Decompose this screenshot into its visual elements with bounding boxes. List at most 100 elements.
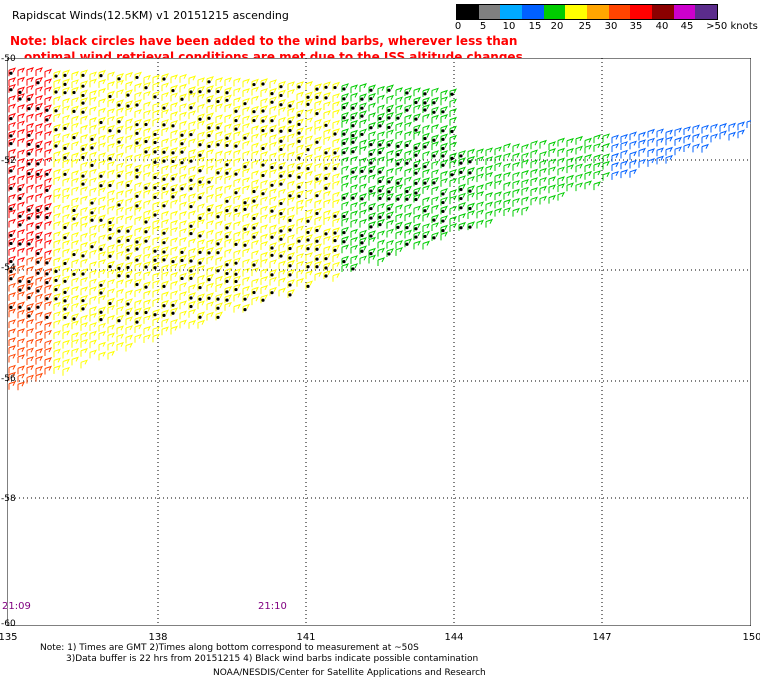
wind-barb (161, 271, 169, 281)
wind-barb (278, 197, 286, 207)
wind-barb (206, 282, 214, 292)
contamination-circle (9, 169, 13, 173)
wind-barb (179, 165, 187, 175)
wind-barb (116, 107, 124, 117)
wind-barb (53, 283, 61, 293)
wind-barb (197, 176, 205, 185)
contamination-circle (405, 242, 409, 246)
contamination-circle (36, 251, 40, 256)
contamination-circle (126, 256, 130, 260)
wind-barb (44, 184, 52, 194)
wind-barb (152, 225, 160, 235)
contamination-circle (315, 239, 319, 243)
wind-barb (413, 231, 421, 241)
wind-barb (44, 202, 52, 212)
wind-barb (485, 156, 493, 166)
wind-barb (350, 102, 358, 112)
contamination-circle (261, 82, 265, 86)
contamination-circle (279, 229, 283, 233)
wind-barb (332, 191, 340, 201)
wind-barb (224, 275, 232, 285)
wind-barb (404, 221, 412, 231)
wind-barb (314, 224, 322, 234)
wind-barb (341, 118, 349, 128)
wind-barb (431, 123, 439, 133)
wind-barb (305, 226, 313, 236)
wind-barb (269, 286, 277, 296)
contamination-circle (18, 223, 22, 227)
wind-barb (8, 203, 16, 213)
wind-barb (179, 319, 187, 329)
wind-barb (89, 286, 97, 296)
wind-barb (152, 109, 160, 119)
wind-barb (233, 220, 241, 230)
contamination-circle (198, 153, 202, 157)
wind-barb (332, 81, 340, 91)
wind-barb (674, 127, 682, 137)
wind-barb (143, 306, 151, 316)
wind-barb (530, 140, 538, 150)
wind-barb (350, 202, 358, 211)
wind-barb (359, 201, 367, 211)
wind-barb (107, 81, 115, 90)
wind-barb (125, 71, 133, 81)
contamination-circle (36, 144, 40, 148)
wind-barb (143, 74, 151, 84)
wind-barb (17, 247, 25, 257)
wind-barb (17, 210, 25, 220)
wind-barb (44, 68, 52, 78)
contamination-circle (180, 161, 184, 165)
wind-barb (197, 131, 205, 141)
wind-barb (26, 138, 34, 148)
contamination-circle (189, 276, 193, 280)
contamination-circle (360, 132, 364, 137)
wind-barb (80, 232, 88, 242)
wind-barb (224, 294, 232, 304)
wind-barb (17, 256, 25, 266)
wind-barb (260, 294, 268, 304)
wind-barb (134, 127, 142, 137)
wind-barb (215, 237, 223, 247)
wind-barb (134, 206, 142, 216)
wind-barb (143, 290, 151, 300)
wind-barb (260, 205, 268, 215)
wind-barb (449, 189, 457, 198)
wind-barb (350, 236, 358, 246)
wind-barb (395, 130, 403, 140)
wind-barb (179, 254, 187, 264)
wind-barb (422, 223, 430, 233)
wind-barb (287, 133, 295, 143)
wind-barb (152, 117, 160, 127)
contamination-circle (423, 108, 427, 112)
wind-barb (305, 252, 313, 261)
contamination-circle (135, 247, 139, 251)
wind-barb (485, 210, 493, 220)
contamination-circle (333, 85, 337, 90)
wind-barb (71, 105, 79, 115)
wind-barb (332, 154, 340, 164)
wind-barb (206, 140, 214, 150)
wind-barb (557, 176, 565, 186)
wind-barb (404, 203, 412, 213)
contamination-circle (369, 216, 373, 220)
contamination-circle (351, 106, 355, 110)
wind-barb (296, 171, 304, 181)
contamination-circle (216, 99, 220, 104)
wind-barb (494, 191, 502, 201)
wind-barb (17, 128, 25, 138)
wind-barb (8, 193, 16, 203)
wind-barb (107, 250, 115, 260)
wind-barb (44, 168, 52, 178)
wind-barb (242, 106, 250, 116)
contamination-circle (108, 236, 112, 240)
contamination-circle (27, 97, 31, 101)
wind-barb (512, 143, 520, 153)
wind-barb (8, 112, 16, 122)
wind-barb (62, 358, 70, 368)
contamination-circle (288, 264, 292, 268)
contamination-circle (342, 87, 346, 91)
contamination-circle (315, 257, 319, 261)
contamination-circle (441, 129, 445, 133)
wind-barb (98, 179, 106, 189)
wind-barb (431, 231, 439, 241)
